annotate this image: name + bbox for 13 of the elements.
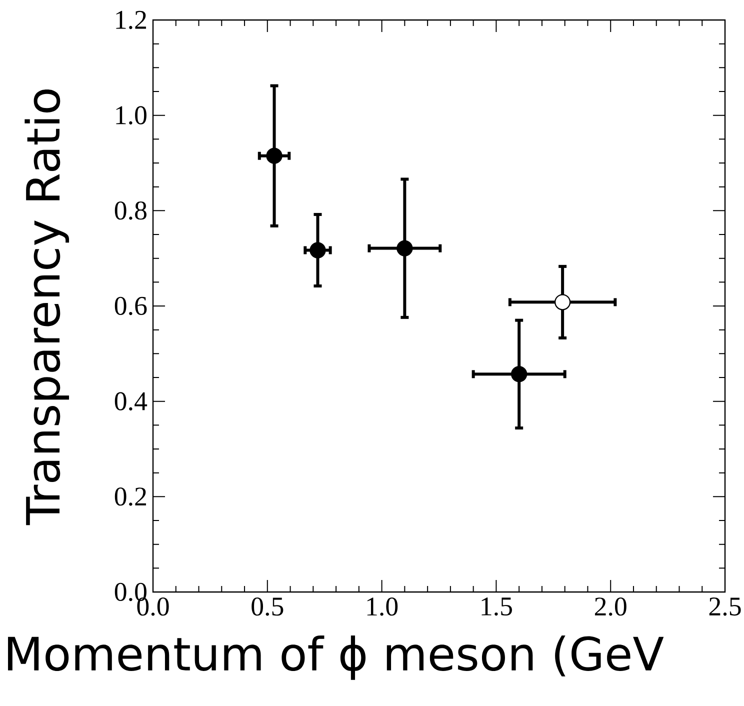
x-tick-label: 1.5: [482, 597, 512, 616]
x-tick-label: 1.0: [367, 598, 398, 616]
y-tick-label: 1.0: [116, 106, 146, 124]
y-tick-label: 1.2: [116, 10, 146, 30]
y-axis-title: Transparency Ratio: [24, 89, 70, 526]
x-tick-label: 2.5: [709, 598, 741, 616]
y-tick-label: 0.8: [114, 202, 146, 220]
x-tick-label: 2.0: [594, 598, 626, 616]
x-tick-label: 0.5: [252, 598, 284, 616]
y-tick-label: 0.4: [114, 392, 148, 410]
y-tick-label: 0.2: [114, 488, 146, 506]
x-axis-title: Momentum of ϕ meson (GeV: [8, 636, 664, 680]
y-tick-label: 0.6: [114, 296, 147, 316]
